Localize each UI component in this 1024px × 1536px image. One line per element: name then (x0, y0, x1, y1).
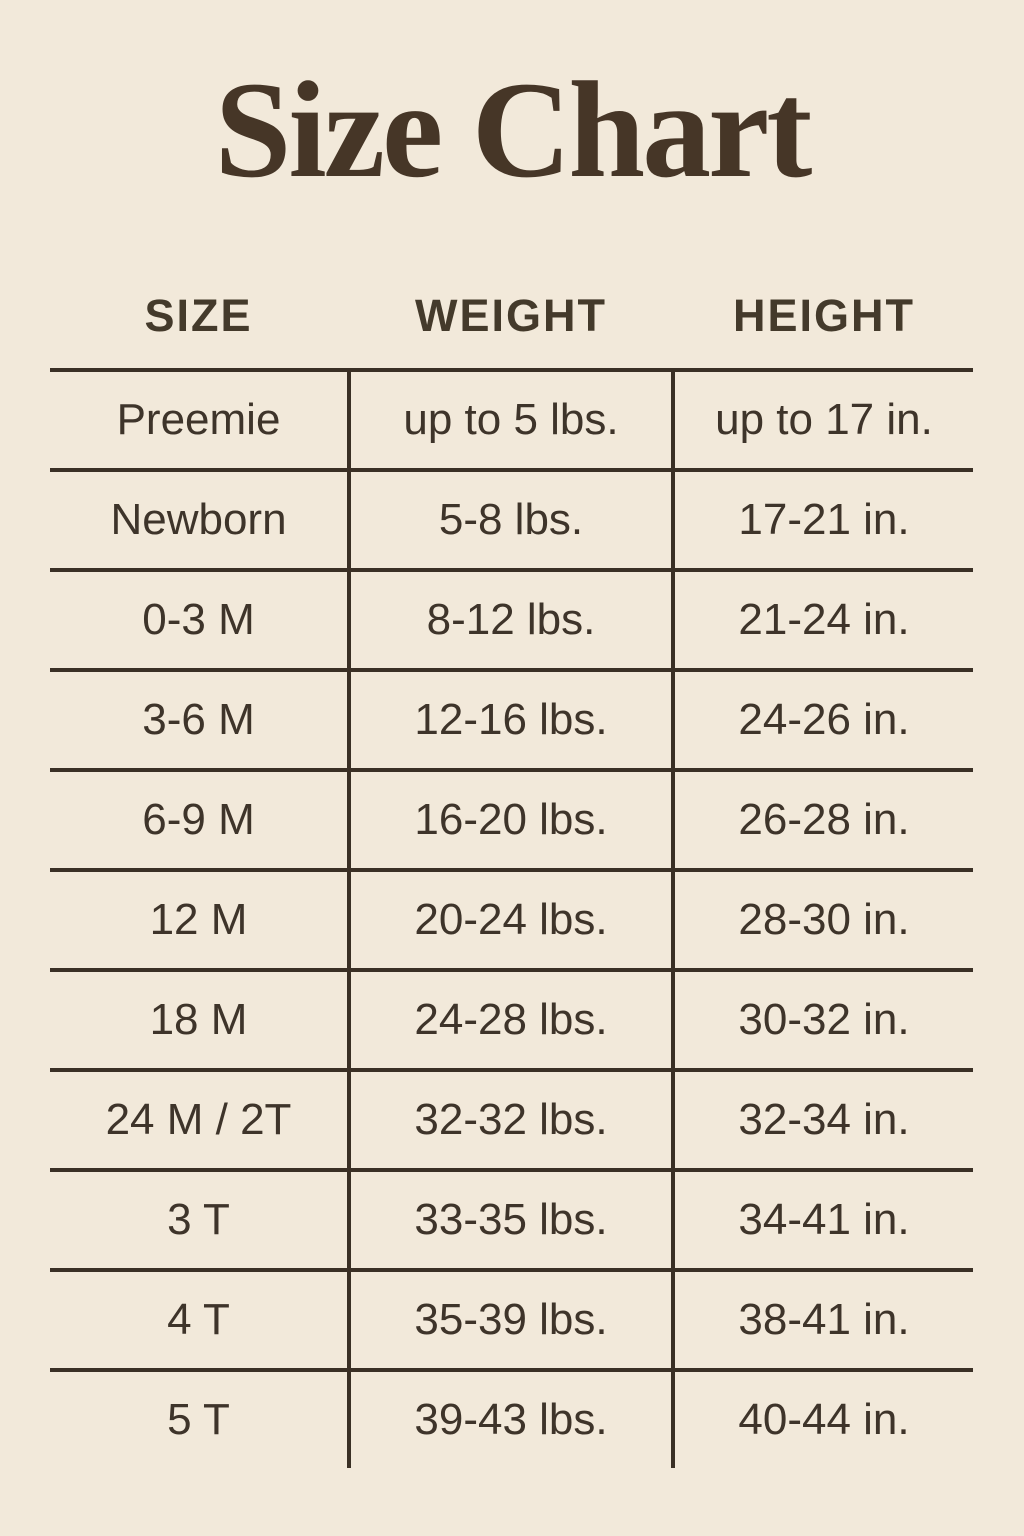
cell-size: 12 M (149, 895, 248, 944)
cell-weight: 33-35 lbs. (347, 1172, 675, 1268)
cell-height: 34-41 in. (738, 1195, 910, 1244)
cell-height: 24-26 in. (738, 695, 910, 744)
table-row: 3-6 M 12-16 lbs. 24-26 in. (50, 668, 973, 768)
cell-weight: 5-8 lbs. (347, 472, 675, 568)
column-header-height: HEIGHT (732, 290, 915, 341)
cell-weight: 12-16 lbs. (347, 672, 675, 768)
cell-height: 28-30 in. (738, 895, 910, 944)
cell-height: 32-34 in. (738, 1095, 910, 1144)
page-title: Size Chart (214, 53, 813, 206)
table-row: Newborn 5-8 lbs. 17-21 in. (50, 468, 973, 568)
table-row: 3 T 33-35 lbs. 34-41 in. (50, 1168, 973, 1268)
cell-size: 0-3 M (142, 595, 255, 644)
cell-weight: 24-28 lbs. (347, 972, 675, 1068)
cell-size: 4 T (167, 1295, 230, 1344)
table-row: Preemie up to 5 lbs. up to 17 in. (50, 368, 973, 468)
cell-weight: 32-32 lbs. (347, 1072, 675, 1168)
cell-size: 5 T (167, 1395, 230, 1444)
cell-size: Newborn (110, 495, 287, 544)
cell-height: 30-32 in. (738, 995, 910, 1044)
cell-weight: 8-12 lbs. (347, 572, 675, 668)
table-row: 18 M 24-28 lbs. 30-32 in. (50, 968, 973, 1068)
cell-height: 26-28 in. (738, 795, 910, 844)
cell-size: 18 M (149, 995, 248, 1044)
size-table-body: Preemie up to 5 lbs. up to 17 in. Newborn 5-… (50, 368, 973, 1468)
cell-height: 40-44 in. (738, 1395, 910, 1444)
cell-height: 17-21 in. (738, 495, 910, 544)
cell-weight: 35-39 lbs. (347, 1272, 675, 1368)
table-header-row: SIZE WEIGHT HEIGHT (50, 284, 973, 348)
cell-weight: 16-20 lbs. (347, 772, 675, 868)
cell-size: 3 T (167, 1195, 230, 1244)
cell-weight: 39-43 lbs. (347, 1372, 675, 1468)
column-header-size: SIZE (144, 290, 253, 341)
cell-height: up to 17 in. (715, 395, 933, 444)
cell-size: 6-9 M (142, 795, 255, 844)
cell-weight: up to 5 lbs. (347, 372, 675, 468)
table-row: 5 T 39-43 lbs. 40-44 in. (50, 1368, 973, 1468)
table-row: 0-3 M 8-12 lbs. 21-24 in. (50, 568, 973, 668)
table-row: 24 M / 2T 32-32 lbs. 32-34 in. (50, 1068, 973, 1168)
column-header-weight: WEIGHT (415, 290, 607, 341)
cell-height: 38-41 in. (738, 1295, 910, 1344)
table-row: 6-9 M 16-20 lbs. 26-28 in. (50, 768, 973, 868)
table-row: 4 T 35-39 lbs. 38-41 in. (50, 1268, 973, 1368)
table-row: 12 M 20-24 lbs. 28-30 in. (50, 868, 973, 968)
cell-weight: 20-24 lbs. (347, 872, 675, 968)
cell-size: 24 M / 2T (105, 1095, 292, 1144)
cell-height: 21-24 in. (738, 595, 910, 644)
cell-size: 3-6 M (142, 695, 255, 744)
cell-size: Preemie (116, 395, 281, 444)
